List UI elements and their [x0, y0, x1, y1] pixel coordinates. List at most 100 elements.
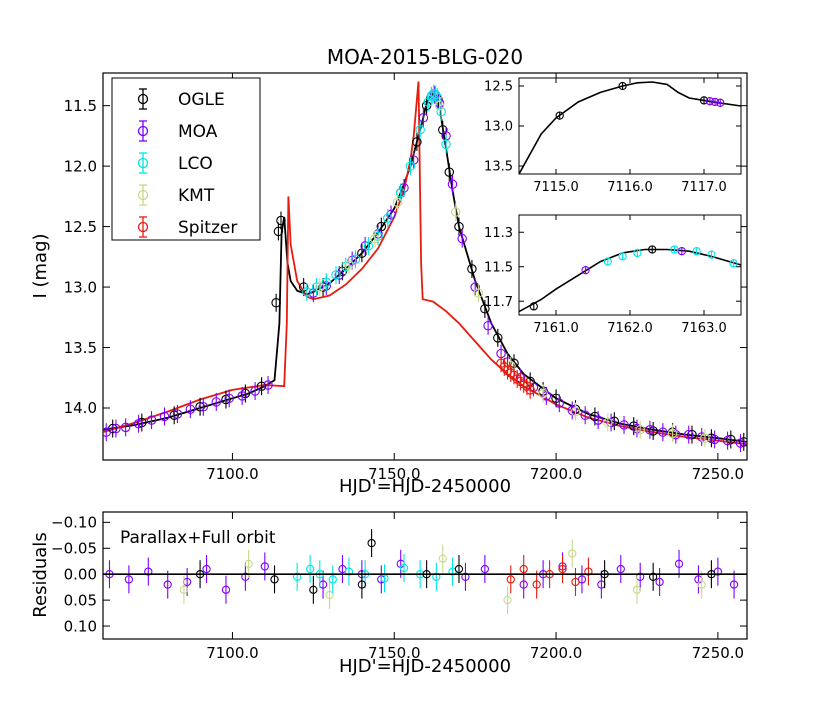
main-point-moa	[447, 179, 458, 190]
main-point-ogle	[256, 381, 267, 391]
main-point-moa	[399, 183, 409, 193]
residuals-y-tick-label: 0.00	[64, 565, 97, 583]
main-point-ogle	[467, 264, 477, 274]
chart-title: MOA-2015-BLG-020	[327, 45, 523, 69]
inset1-point-ogle	[699, 96, 709, 105]
main-point-moa	[334, 270, 344, 280]
inset1-x-tick-label: 7115.0	[533, 180, 579, 195]
legend-label-moa: MOA	[178, 122, 218, 142]
residuals-point-kmt	[503, 595, 512, 605]
main-point-moa	[683, 429, 694, 440]
main-point-moa	[470, 282, 480, 292]
legend-box	[111, 77, 261, 241]
main-point-ogle	[454, 221, 464, 232]
residuals-point-spitzer	[558, 564, 567, 574]
main-point-spitzer	[506, 368, 516, 378]
residuals-point-moa	[461, 572, 470, 581]
main-point-lco	[432, 92, 443, 102]
residuals-point-lco	[328, 575, 337, 584]
residuals-y-tick-label: 0.05	[64, 591, 97, 609]
legend: OGLE MOA LCO KMT Spitzer	[111, 77, 261, 241]
legend-marker-moa	[137, 125, 149, 137]
inset1-marks	[519, 81, 741, 174]
main-point-ogle	[276, 215, 286, 226]
residuals-point-ogle	[309, 585, 318, 594]
residuals-point-moa	[674, 559, 684, 568]
main-point-moa	[237, 391, 247, 401]
residuals-annotation: Parallax+Full orbit	[120, 528, 276, 548]
main-marks	[103, 81, 747, 453]
residuals-point-moa	[144, 567, 153, 576]
main-point-ogle	[493, 333, 503, 343]
inset2-y-tick-label: 11.5	[484, 260, 513, 275]
main-point-lco	[430, 90, 441, 100]
residuals-point-kmt	[568, 549, 577, 558]
legend-marker-spitzer	[137, 221, 149, 233]
inset2-y-tick-label: 11.7	[484, 295, 513, 310]
inset-plot-2: 7161.0 7162.0 7163.0 11.3 11.5 11.7	[484, 214, 742, 336]
main-point-moa	[111, 423, 121, 434]
residuals-point-ogle	[270, 575, 279, 584]
main-point-moa	[146, 415, 157, 425]
residuals-point-moa	[655, 577, 664, 587]
main-point-ogle	[444, 167, 455, 177]
main-y-tick-label: 11.5	[64, 97, 97, 115]
main-point-kmt	[392, 197, 403, 208]
main-point-moa	[658, 427, 668, 437]
residuals-x-tick-label: 7250.0	[692, 644, 745, 662]
residuals-y-tick-label: −0.05	[51, 540, 97, 558]
residuals-point-lco	[293, 572, 302, 581]
residuals-point-spitzer	[506, 575, 515, 584]
main-point-lco	[321, 277, 332, 287]
main-point-spitzer	[515, 376, 526, 387]
main-point-moa	[224, 393, 234, 404]
inset1-x-tick-label: 7116.0	[607, 180, 653, 195]
main-point-ogle	[298, 282, 309, 292]
residuals-y-tick-label: 0.10	[64, 617, 97, 635]
inset1-y-tick-label: 12.5	[484, 80, 513, 95]
main-point-kmt	[344, 260, 354, 271]
main-point-moa	[418, 112, 429, 123]
main-point-ogle	[480, 304, 490, 314]
inset2-point-lco	[618, 252, 627, 261]
residuals-point-moa	[616, 564, 625, 574]
main-point-lco	[331, 270, 341, 280]
inset-plot-1: 7115.0 7116.0 7117.0 12.5 13.0 13.5	[484, 77, 742, 195]
residuals-point-ogle	[357, 580, 367, 589]
main-y-tick-label: 13.0	[64, 278, 97, 296]
residuals-point-kmt	[244, 559, 253, 568]
residuals-point-kmt	[438, 554, 447, 563]
main-point-moa	[185, 404, 196, 414]
inset2-x-tick-label: 7162.0	[607, 321, 653, 336]
main-point-lco	[423, 97, 433, 107]
residuals-point-lco	[344, 567, 354, 576]
main-point-lco	[350, 254, 361, 264]
inset2-point-lco	[707, 250, 716, 259]
inset1-point-ogle	[555, 111, 564, 120]
main-point-spitzer	[512, 374, 522, 384]
main-point-moa	[735, 438, 746, 448]
main-y-tick-label: 12.5	[64, 218, 97, 236]
residuals-point-lco	[305, 564, 315, 574]
residuals-x-tick-label: 7200.0	[530, 644, 583, 662]
inset2-y-tick-label: 11.3	[484, 226, 513, 241]
main-y-axis-title: I (mag)	[30, 233, 51, 298]
residuals-plot: 7100.0 7150.0 7200.0 7250.0 −0.10 −0.05 0.00 0.…	[51, 511, 748, 662]
residuals-x-tick-label: 7100.0	[206, 644, 259, 662]
inset1-point-moa	[716, 98, 725, 107]
main-point-ogle	[412, 137, 422, 147]
inset-1-frame	[518, 77, 742, 175]
legend-marker-kmt	[137, 189, 149, 201]
inset1-point-moa	[710, 97, 720, 107]
main-point-moa	[606, 417, 616, 428]
inset2-point-lco	[729, 259, 738, 268]
main-point-kmt	[667, 428, 678, 439]
main-point-moa	[709, 434, 720, 445]
main-plot: 7100.0 7150.0 7200.0 7250.0 11.5 12.0 12.5 13.0…	[64, 72, 748, 483]
legend-label-ogle: OGLE	[178, 90, 225, 110]
main-point-ogle	[240, 388, 251, 399]
residuals-point-moa	[124, 575, 134, 584]
inset2-point-moa	[677, 247, 686, 256]
main-point-moa	[722, 435, 733, 446]
main-point-moa	[198, 402, 209, 412]
